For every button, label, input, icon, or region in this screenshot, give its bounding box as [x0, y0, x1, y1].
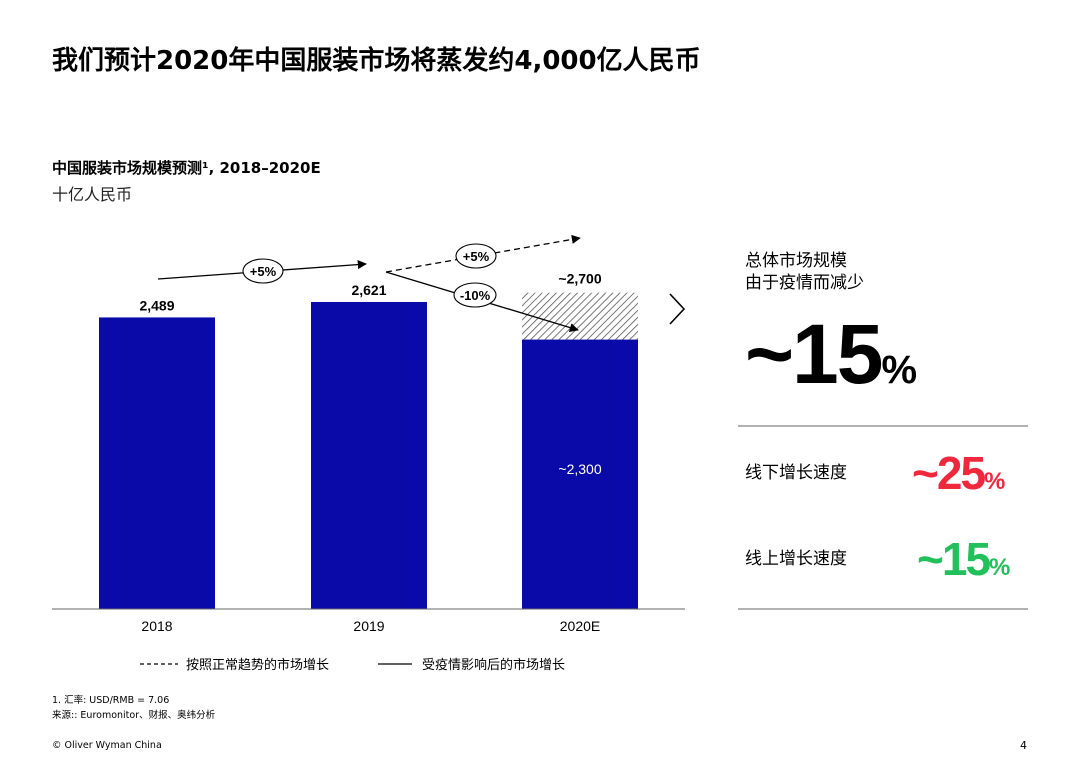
- projected-lost-segment: [522, 292, 638, 340]
- offline-value: ~25: [912, 447, 986, 499]
- value-label-2018: 2,489: [139, 297, 174, 313]
- online-growth-value: ~15%: [917, 532, 1010, 595]
- bar-2018: [99, 317, 215, 609]
- offline-growth-label: 线下增长速度: [745, 463, 847, 483]
- growth-label-trend: +5%: [463, 249, 490, 264]
- growth-label-2018-2019: +5%: [250, 264, 277, 279]
- online-pct: %: [989, 554, 1011, 581]
- growth-label-actual: -10%: [460, 288, 491, 303]
- online-growth-label: 线上增长速度: [745, 549, 847, 569]
- projected-value-label: ~2,700: [558, 271, 601, 287]
- copyright: © Oliver Wyman China: [52, 740, 162, 751]
- market-pct: %: [881, 348, 918, 392]
- legend-dashed-label: 按照正常趋势的市场增长: [186, 658, 330, 673]
- chevron-right-icon: [669, 293, 686, 325]
- market-reduction-label: 总体市场规模 由于疫情而减少: [745, 250, 864, 294]
- page-title: 我们预计2020年中国服装市场将蒸发约4,000亿人民币: [52, 46, 701, 76]
- value-label-2019: 2,621: [351, 282, 386, 298]
- market-value: ~15: [745, 307, 883, 401]
- growth-bubble-2018-2019: +5%: [242, 258, 284, 284]
- footnote-source: 来源:: Euromonitor、财报、奥纬分析: [52, 710, 216, 721]
- offline-growth-value: ~25%: [912, 446, 1005, 509]
- page-number: 4: [1020, 739, 1027, 752]
- category-label-2018: 2018: [141, 618, 172, 634]
- market-label-line1: 总体市场规模: [745, 251, 847, 271]
- chart-title: 中国服装市场规模预测¹, 2018–2020E: [52, 159, 321, 177]
- online-value: ~15: [917, 533, 991, 585]
- bar-2019: [311, 301, 427, 609]
- bar-2020E: [522, 339, 638, 609]
- chart-unit: 十亿人民币: [52, 185, 133, 204]
- value-label-2020E: ~2,300: [558, 461, 601, 477]
- legend-solid-label: 受疫情影响后的市场增长: [422, 658, 566, 673]
- market-label-line2: 由于疫情而减少: [745, 273, 864, 293]
- category-label-2019: 2019: [353, 618, 384, 634]
- category-label-2020E: 2020E: [560, 618, 600, 634]
- growth-bubble-actual: -10%: [453, 282, 497, 308]
- footnote-exchange-rate: 1. 汇率: USD/RMB = 7.06: [52, 695, 170, 706]
- trend-arrow-2019-2020: [385, 234, 581, 273]
- growth-bubble-trend: +5%: [455, 243, 497, 269]
- offline-pct: %: [984, 468, 1006, 495]
- market-reduction-value: ~15%: [745, 306, 917, 418]
